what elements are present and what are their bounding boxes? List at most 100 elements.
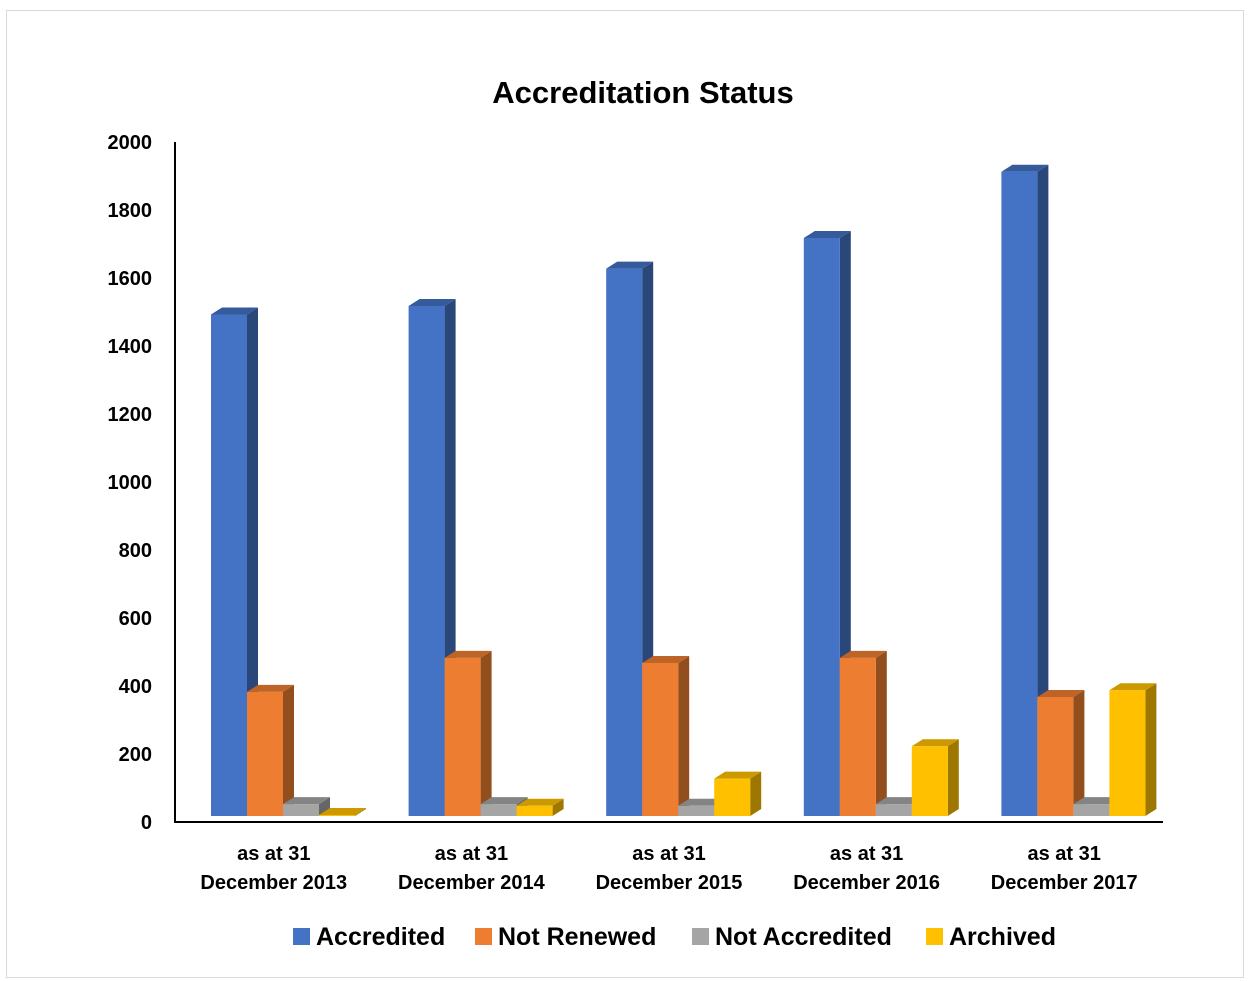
y-tick-label: 0 <box>141 812 152 834</box>
y-tick-label: 2000 <box>108 132 153 154</box>
bar-top <box>1037 690 1085 697</box>
bar <box>1001 164 1049 816</box>
y-tick-label: 1600 <box>108 268 153 290</box>
bar-front <box>678 805 715 816</box>
x-tick-label: December 2014 <box>398 872 546 894</box>
bar-side <box>947 739 959 816</box>
bar-front <box>803 238 840 816</box>
legend-swatch <box>926 928 943 945</box>
bar-top <box>606 261 654 269</box>
bar-side <box>750 771 762 816</box>
bar <box>319 807 366 816</box>
bar-side <box>480 650 492 816</box>
bar-top <box>875 797 923 805</box>
bar-side <box>1073 690 1085 816</box>
bar-top <box>1073 797 1121 805</box>
bar-front <box>283 804 319 816</box>
bar <box>516 798 564 816</box>
bar-front <box>408 306 445 816</box>
bar-front <box>444 657 481 816</box>
y-tick-label: 600 <box>119 608 152 630</box>
legend-label: Archived <box>949 923 1056 951</box>
bar-front <box>480 804 517 816</box>
bar <box>1037 690 1085 816</box>
legend-item: Not Renewed <box>475 923 656 951</box>
legend-swatch <box>692 928 709 945</box>
x-axis: as at 31 December 2013 as at 31 December 20… <box>174 821 1163 894</box>
bar-front <box>319 814 355 816</box>
bar-top <box>1109 683 1157 691</box>
bar-side <box>552 798 564 816</box>
bar-top <box>211 307 258 315</box>
bar-top <box>1001 164 1049 172</box>
bar-top <box>283 797 330 805</box>
bar-side <box>319 797 330 816</box>
bar-front <box>875 804 912 816</box>
bar-top <box>444 650 492 658</box>
bar-top <box>911 739 959 747</box>
bar-top <box>714 771 762 779</box>
bar-side <box>678 656 690 816</box>
legend-swatch <box>475 928 492 945</box>
bar-front <box>516 805 553 816</box>
bar-top <box>319 807 366 815</box>
bar-side <box>1145 683 1157 816</box>
bar <box>642 656 690 816</box>
legend: Accredited Not Renewed Not Accredited Archi… <box>293 923 1056 951</box>
bar <box>444 650 492 816</box>
bar-front <box>247 691 283 816</box>
y-tick-label: 200 <box>119 744 152 766</box>
y-tick-label: 1800 <box>108 200 153 222</box>
bar-side <box>355 807 366 816</box>
bar-top <box>480 797 528 805</box>
x-tick-label: as at 31 <box>830 843 903 865</box>
bar-top <box>678 798 726 806</box>
legend-label: Accredited <box>316 923 445 951</box>
bar <box>714 771 762 816</box>
legend-item: Accredited <box>293 923 445 951</box>
y-tick-label: 800 <box>119 540 152 562</box>
bar <box>839 650 887 816</box>
bar-front <box>211 314 247 816</box>
bar-top <box>642 656 690 663</box>
bar-front <box>911 746 948 816</box>
x-tick-label: December 2015 <box>596 872 743 894</box>
y-axis: 0 200 400 600 800 1000 1200 1400 1600 1800 2000 <box>108 132 176 834</box>
bar-front <box>1073 804 1110 816</box>
bar-front <box>642 663 679 816</box>
x-tick-label: as at 31 <box>237 843 310 865</box>
bar-top <box>408 299 456 306</box>
legend-item: Archived <box>926 923 1056 951</box>
legend-label: Not Accredited <box>715 923 892 951</box>
bar <box>247 684 294 816</box>
bar <box>211 307 258 816</box>
bar-top <box>803 231 851 238</box>
bar <box>606 261 654 817</box>
bar-front <box>1109 690 1146 816</box>
bar-top <box>839 650 887 658</box>
x-tick-label: as at 31 <box>435 843 508 865</box>
chart-title: Accreditation Status <box>492 75 793 110</box>
x-tick-label: as at 31 <box>1028 843 1101 865</box>
x-tick-label: December 2017 <box>991 872 1138 894</box>
bar-front <box>839 657 876 816</box>
bar <box>283 797 330 816</box>
bar-side <box>875 650 887 816</box>
bar-front <box>1037 697 1074 816</box>
bar-top <box>247 684 294 692</box>
x-tick-label: December 2013 <box>200 872 347 894</box>
bar <box>911 739 959 816</box>
bar <box>1109 683 1157 816</box>
legend-swatch <box>293 928 310 945</box>
legend-item: Not Accredited <box>692 923 892 951</box>
bar-top <box>516 798 564 806</box>
bars <box>211 164 1157 817</box>
y-tick-label: 400 <box>119 676 152 698</box>
bar-front <box>1001 171 1038 816</box>
x-tick-label: December 2016 <box>793 872 940 894</box>
bar-front <box>714 778 751 816</box>
bar-side <box>283 684 294 816</box>
bar-front <box>606 268 643 817</box>
y-tick-label: 1000 <box>108 472 153 494</box>
